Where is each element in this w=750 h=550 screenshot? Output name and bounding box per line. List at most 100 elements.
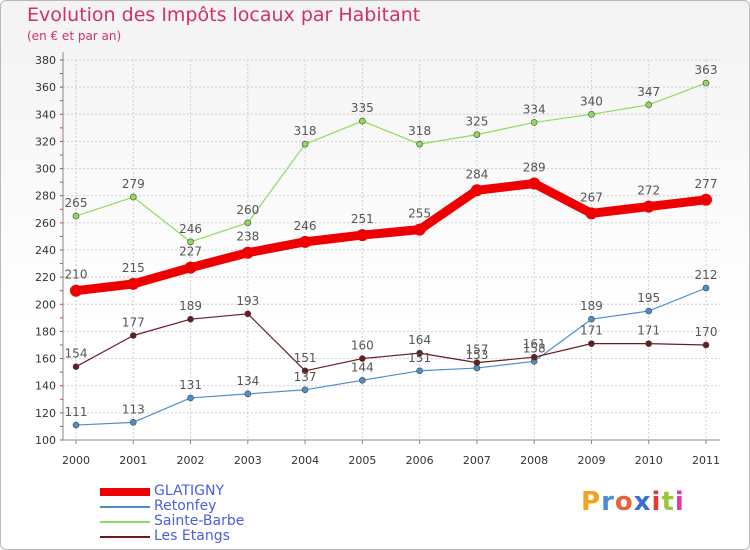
data-point-sainte-barbe <box>359 117 366 125</box>
data-label-sainte-barbe: 347 <box>637 85 660 99</box>
legend-label-les-etangs: Les Etangs <box>154 528 230 544</box>
data-label-sainte-barbe: 279 <box>122 177 145 191</box>
data-label-retonfey: 144 <box>351 360 374 374</box>
data-label-sainte-barbe: 363 <box>695 63 718 77</box>
data-point-sainte-barbe <box>645 101 653 109</box>
data-point-glatigny <box>70 284 82 297</box>
legend-item-retonfey: Retonfey <box>100 499 244 514</box>
legend: GLATIGNY Retonfey Sainte-Barbe Les Etang… <box>100 484 244 544</box>
data-label-retonfey: 151 <box>408 351 431 365</box>
data-point-glatigny <box>700 193 712 206</box>
data-point-les-etangs <box>359 355 366 362</box>
data-label-sainte-barbe: 260 <box>236 203 259 217</box>
legend-item-sainte-barbe: Sainte-Barbe <box>100 514 244 529</box>
series-line-les-etangs <box>75 313 707 372</box>
data-label-retonfey: 195 <box>637 291 660 305</box>
legend-swatch-glatigny <box>100 487 150 496</box>
data-label-sainte-barbe: 334 <box>523 102 546 116</box>
chart-title: Evolution des Impôts locaux par Habitant <box>27 4 421 26</box>
data-point-glatigny <box>356 229 369 242</box>
data-label-retonfey: 212 <box>695 268 718 282</box>
data-point-les-etangs <box>301 367 309 375</box>
data-point-les-etangs <box>129 332 137 339</box>
y-tick-label: 340 <box>35 108 56 121</box>
data-point-retonfey <box>129 419 137 426</box>
data-label-les-etangs: 164 <box>408 333 431 347</box>
y-tick-label: 180 <box>35 325 56 338</box>
data-point-les-etangs <box>645 340 653 347</box>
data-label-retonfey: 111 <box>65 405 88 419</box>
data-label-glatigny: 267 <box>580 190 603 204</box>
x-tick-label: 2004 <box>291 454 319 467</box>
data-point-sainte-barbe <box>588 110 595 118</box>
x-tick-label: 2005 <box>348 454 376 467</box>
data-label-sainte-barbe: 325 <box>465 115 488 129</box>
x-tick-label: 2003 <box>234 454 262 467</box>
x-tick-label: 2010 <box>635 454 663 467</box>
data-point-retonfey <box>187 394 194 402</box>
x-tick-label: 2001 <box>119 454 147 467</box>
data-label-glatigny: 238 <box>236 230 259 244</box>
data-point-sainte-barbe <box>416 140 423 148</box>
x-tick-label: 2008 <box>520 454 548 467</box>
data-point-retonfey <box>588 315 595 323</box>
data-label-retonfey: 158 <box>523 341 546 355</box>
data-label-glatigny: 210 <box>65 268 88 282</box>
data-label-les-etangs: 151 <box>294 351 317 365</box>
y-tick-label: 300 <box>35 163 56 176</box>
legend-swatch-sainte-barbe <box>100 520 150 523</box>
data-point-glatigny <box>184 261 197 274</box>
data-label-les-etangs: 157 <box>465 343 488 357</box>
y-tick-label: 140 <box>35 380 56 393</box>
data-point-glatigny <box>585 207 598 220</box>
data-label-glatigny: 277 <box>695 177 718 191</box>
data-point-glatigny <box>470 184 483 197</box>
proxiti-logo: Proxiti <box>581 487 685 517</box>
data-point-les-etangs <box>473 359 481 366</box>
grid-lines <box>63 59 720 441</box>
data-label-retonfey: 113 <box>122 402 145 416</box>
data-point-les-etangs <box>530 353 538 361</box>
series-lines <box>70 79 712 429</box>
data-point-retonfey <box>244 390 252 398</box>
data-point-sainte-barbe <box>244 219 252 227</box>
data-label-sainte-barbe: 246 <box>179 222 202 236</box>
data-label-sainte-barbe: 318 <box>294 124 317 138</box>
y-tick-label: 100 <box>35 434 56 447</box>
series-line-sainte-barbe <box>75 82 707 243</box>
legend-label-sainte-barbe: Sainte-Barbe <box>154 513 245 529</box>
x-tick-label: 2009 <box>577 454 605 467</box>
data-point-les-etangs <box>244 310 252 318</box>
data-point-sainte-barbe <box>187 238 194 246</box>
legend-item-les-etangs: Les Etangs <box>100 529 244 544</box>
y-tick-label: 160 <box>35 353 56 366</box>
data-label-sainte-barbe: 318 <box>408 124 431 138</box>
data-label-sainte-barbe: 335 <box>351 101 374 115</box>
data-point-les-etangs <box>588 340 595 347</box>
data-label-glatigny: 227 <box>179 245 202 259</box>
axes: 100 120 140 160 180 200 220 240 260 280 300 320 340 3… <box>35 52 720 467</box>
data-label-glatigny: 246 <box>294 219 317 233</box>
data-label-sainte-barbe: 340 <box>580 94 603 108</box>
y-tick-label: 280 <box>35 190 56 203</box>
y-tick-label: 120 <box>35 407 56 420</box>
data-label-les-etangs: 177 <box>122 316 145 330</box>
data-point-retonfey <box>645 307 653 315</box>
data-point-sainte-barbe <box>301 140 309 148</box>
data-point-sainte-barbe <box>530 119 538 126</box>
data-label-les-etangs: 171 <box>580 324 603 338</box>
data-label-retonfey: 137 <box>294 370 317 384</box>
data-point-les-etangs <box>416 349 423 357</box>
data-label-retonfey: 134 <box>236 374 259 388</box>
legend-swatch-les-etangs <box>100 535 150 538</box>
data-point-retonfey <box>72 421 80 429</box>
data-label-glatigny: 215 <box>122 261 145 275</box>
series-line-glatigny <box>71 179 711 296</box>
data-label-retonfey: 189 <box>580 299 603 313</box>
series-line-retonfey <box>75 287 707 426</box>
data-label-les-etangs: 160 <box>351 339 374 353</box>
data-label-glatigny: 251 <box>351 212 374 226</box>
x-tick-label: 2011 <box>692 454 720 467</box>
data-point-retonfey <box>473 364 481 372</box>
